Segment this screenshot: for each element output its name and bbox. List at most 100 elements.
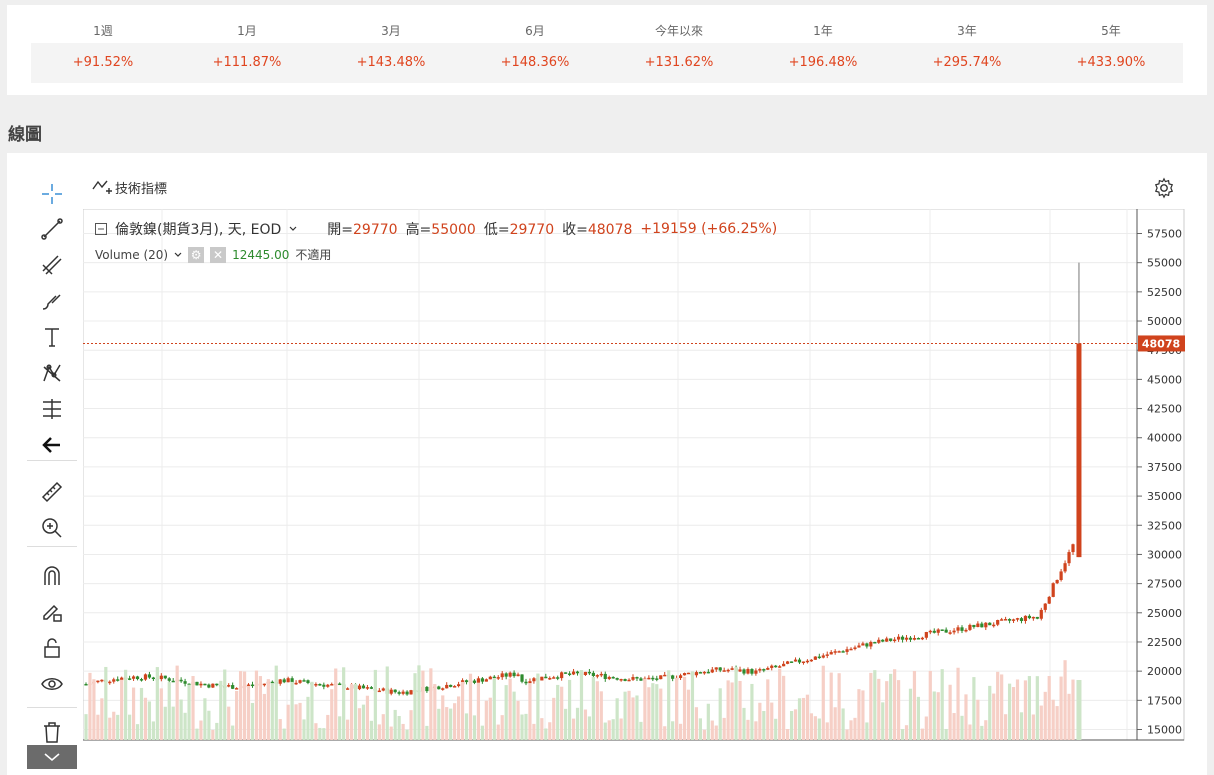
candle-body [702, 671, 706, 674]
volume-bar [346, 719, 350, 740]
brush-tool[interactable] [39, 288, 65, 314]
candle-body [203, 683, 207, 686]
settings-gear-icon[interactable] [1153, 177, 1175, 199]
trash-tool[interactable] [39, 719, 65, 745]
volume-bar [326, 714, 330, 740]
performance-period-0: 1週 [93, 24, 113, 38]
volume-bar [1047, 675, 1051, 740]
symbol-label[interactable]: 倫敦鎳(期貨3月), 天, EOD [115, 222, 282, 238]
volume-bar [734, 667, 738, 740]
eye-tool[interactable] [39, 671, 65, 697]
volume-bar [556, 684, 560, 740]
volume-bar [139, 687, 144, 740]
candle-body [797, 659, 802, 663]
volume-bar [468, 673, 473, 740]
crosshair-tool[interactable] [39, 181, 65, 207]
chevron-down-icon[interactable] [289, 226, 297, 232]
candle-body [726, 669, 730, 672]
trend-line-tool[interactable] [39, 216, 65, 242]
candle-body [1055, 580, 1059, 584]
candle-body [940, 629, 944, 631]
volume-bar [338, 716, 342, 740]
candle-body [128, 678, 132, 680]
volume-bar [560, 686, 564, 740]
candle-body [877, 639, 881, 643]
volume-bar [881, 702, 885, 740]
volume-label[interactable]: Volume (20) [95, 247, 169, 262]
candle-body [171, 680, 175, 683]
volume-bar [353, 683, 358, 740]
volume-bar [786, 729, 790, 740]
indicators-button[interactable]: 技術指標 [91, 177, 167, 197]
volume-bar [536, 673, 540, 740]
lock-draw-tool[interactable] [39, 599, 65, 625]
pattern-tool[interactable] [39, 360, 65, 386]
unlock-tool[interactable] [39, 635, 65, 661]
chevron-down-icon[interactable] [174, 252, 182, 258]
candle-body [984, 622, 988, 628]
candle-body [516, 674, 520, 677]
volume-bar [492, 678, 496, 740]
candle-body [298, 680, 302, 683]
candle-body [571, 671, 576, 675]
volume-bar [96, 714, 100, 740]
volume-bar [754, 721, 758, 740]
last-price-tag [1138, 335, 1185, 352]
candle-body [120, 677, 124, 681]
text-tool[interactable] [39, 324, 65, 350]
volume-bar [615, 698, 619, 740]
volume-bar [441, 695, 445, 740]
volume-bar [504, 685, 508, 740]
candle-body [952, 630, 956, 633]
volume-bar [825, 722, 829, 740]
zoom-in-tool[interactable] [39, 515, 65, 541]
volume-bar [464, 713, 469, 740]
candle-body [1027, 615, 1031, 619]
candle-body [698, 672, 702, 674]
performance-period-6: 3年 [957, 24, 977, 38]
pitchfork-tool[interactable] [39, 252, 65, 278]
volume-bar [187, 684, 191, 740]
volume-bar [936, 692, 940, 740]
candle-body [528, 681, 532, 684]
candle-body [544, 676, 548, 679]
collapse-legend-icon[interactable] [95, 223, 107, 235]
candle-body [401, 691, 405, 694]
volume-bar [1071, 679, 1075, 740]
volume-remove-icon[interactable]: ✕ [210, 246, 227, 263]
candle-body [964, 629, 968, 632]
fib-icon [43, 399, 61, 419]
volume-bar [1023, 680, 1028, 740]
volume-bar [908, 688, 913, 740]
candle-body [829, 652, 833, 655]
candle-body [540, 676, 544, 681]
volume-bar [1015, 679, 1020, 740]
volume-bar [583, 709, 588, 740]
magnet-tool[interactable] [39, 563, 65, 589]
candle-body [500, 673, 504, 678]
toolbar-collapse-button[interactable] [27, 745, 77, 769]
volume-bar [349, 683, 354, 740]
candle-body [472, 680, 477, 683]
candle-body [908, 637, 913, 640]
volume-bar [365, 695, 370, 740]
volume-settings-icon[interactable]: ⚙ [188, 246, 205, 263]
candle-body [1063, 563, 1067, 572]
candle-body [730, 668, 734, 670]
back-arrow-tool[interactable] [39, 432, 65, 458]
volume-bar [821, 665, 825, 740]
lock-draw-icon [43, 604, 62, 622]
ruler-tool[interactable] [39, 479, 65, 505]
candle-body [393, 689, 397, 693]
performance-period-4: 今年以來 [654, 24, 703, 38]
volume-bar [682, 676, 687, 740]
volume-bar [1059, 676, 1063, 740]
candle-body [706, 671, 710, 674]
volume-bar [552, 697, 556, 740]
candle-body [290, 678, 294, 684]
price-chart[interactable]: 5750055000525005000047500450004250040000… [83, 209, 1185, 741]
y-tick-label: 15000 [1147, 724, 1182, 737]
performance-period-5: 1年 [813, 24, 833, 38]
performance-period-2: 3月 [381, 24, 401, 38]
fib-tool[interactable] [39, 396, 65, 422]
